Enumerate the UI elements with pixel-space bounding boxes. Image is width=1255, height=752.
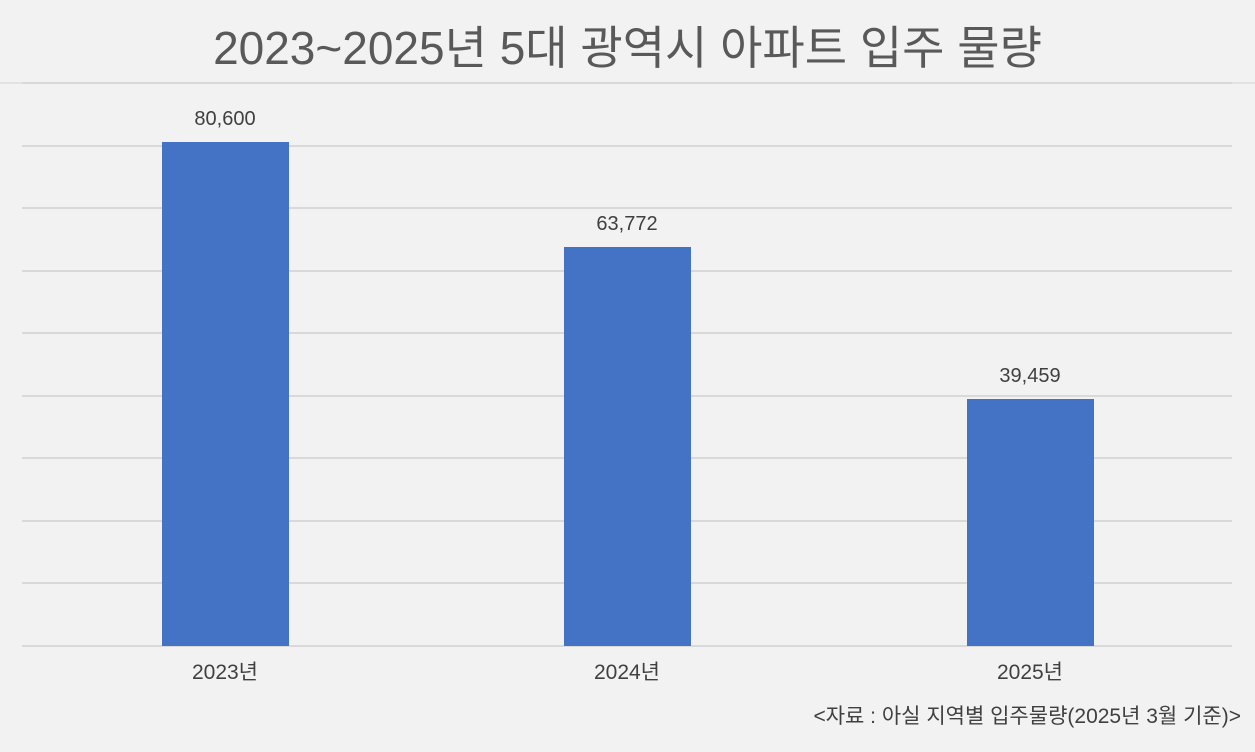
bar-2024 [563, 247, 691, 646]
gridline [22, 82, 1232, 84]
category-label: 2023년 [191, 661, 259, 684]
gridline [22, 645, 1232, 647]
source-note: <자료 : 아실 지역별 입주물량(2025년 3월 기준)> [813, 705, 1241, 728]
chart-title: 2023~2025년 5대 광역시 아파트 입주 물량 [213, 22, 1042, 74]
gridline [22, 207, 1232, 210]
data-label: 80,600 [194, 107, 256, 130]
plot-area [22, 82, 1232, 647]
gridline [22, 144, 1232, 147]
category-label: 2024년 [593, 661, 661, 684]
data-label: 63,772 [596, 213, 658, 236]
category-label: 2025년 [996, 661, 1064, 684]
bar-2025 [966, 399, 1094, 646]
bar-2023 [161, 141, 289, 646]
data-label: 39,459 [999, 365, 1061, 388]
